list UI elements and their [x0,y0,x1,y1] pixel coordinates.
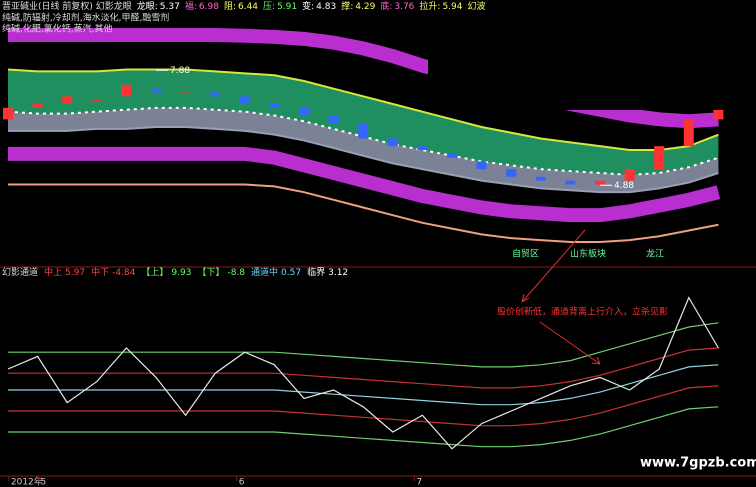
candle-body [32,104,43,108]
candle-body [595,180,605,185]
candle-body [683,119,694,147]
header-title: 晋亚碱业(日线 前复权) 幻影龙眼 [2,0,132,12]
stat-label: 福: [185,0,197,12]
block-label: 龙江 [646,248,664,260]
candle-body [506,169,517,177]
stat-value: 5.37 [160,2,180,12]
arrow [539,321,601,365]
candle-body [3,107,13,120]
band-line [8,126,719,194]
indicator-line [7,296,719,450]
candle-body [624,169,635,181]
concept-line: 纯碱,化肥,氯化钙,蒸汽,其他 [2,23,112,35]
indicator-line [8,364,719,406]
candle-body [447,153,457,158]
band-line [8,146,721,223]
stat-value: 5.97 [65,268,85,278]
price-label: 4.88 [614,181,634,191]
indicator-line [8,406,719,448]
candle-body [565,180,576,185]
candle-body [417,146,428,150]
arrow [521,229,586,303]
x-tick-label: 6 [239,478,245,487]
header-line: 晋亚碱业(日线 前复权) 幻影龙眼 龙眼: 5.37 福: 6.98 阻: 6.44 压: 5.… [2,0,486,12]
stat-value: 3.12 [328,268,348,278]
candle-body [387,138,398,147]
x-tick-label: 5 [40,478,46,487]
candle-body [654,146,665,170]
watermark: www.7gpzb.com [640,456,756,471]
candle-body [210,92,221,97]
stat-label: 通道中 [251,266,278,278]
stat-value: 5.94 [442,2,462,12]
overlay-box [428,0,756,110]
panel-header: 幻影通道 中上 5.97 中下 -4.84 【上】 9.93 【下】 -8.8 通道中 0.57 临界… [2,266,348,278]
stat-value: 9.93 [171,268,191,278]
candle-body [239,96,250,104]
x-tick-label: 7 [416,478,422,487]
stat-label: 中下 [91,266,109,278]
stat-label: 临界 [307,266,325,278]
candle-body [476,161,487,170]
stat-value: 4.83 [316,2,336,12]
stat-label: 底: [380,0,392,12]
indicator-line [8,347,719,389]
stat-label: 【下】 [197,267,224,278]
x-tick-label: 2012年 [11,476,43,487]
stat-value: 4.29 [355,2,375,12]
candle-body [358,123,369,139]
candle-body [180,92,191,94]
block-label: 自贸区 [512,248,539,260]
stat-value: -8.8 [227,268,245,278]
stat-value: 0.57 [281,268,301,278]
candle-body [91,100,102,102]
band-fill [8,107,719,193]
annotation: 股价创新低，通道背离上行介入，立杀见影 [497,306,668,318]
indicator-line [8,385,719,427]
candle-body [269,104,280,108]
stat-label: 【上】 [141,267,168,278]
stat-value: 3.76 [394,2,414,12]
candle-body [535,176,546,181]
band-fill [8,69,719,175]
header-tail: 幻波 [468,0,486,12]
candle-body [151,88,161,93]
price-label: 7.88 [170,66,190,76]
candle-body [121,84,132,97]
stat-label: 龙眼: [137,0,158,12]
stat-label: 中上 [44,266,62,278]
candle-body [62,96,73,104]
block-label: 山东板块 [570,248,606,260]
indicator-line [8,322,719,368]
stat-label: 撑: [341,0,353,12]
stat-value: -4.84 [112,268,136,278]
concept-line: 纯碱,防辐射,冷却剂,海水淡化,甲醛,融雪剂 [2,12,169,24]
candle-body [328,115,339,124]
stat-label: 阻: [224,1,236,12]
stat-value: 6.98 [199,2,219,12]
stat-label: 变: [302,0,314,12]
stat-label: 压: [263,1,275,12]
band-line [7,68,719,151]
stat-value: 5.91 [277,2,297,12]
stat-value: 6.44 [238,2,258,12]
stat-label: 拉升: [419,0,440,12]
panel-title: 幻影通道 [2,266,38,278]
band-line [8,183,719,243]
candle-body [299,107,309,116]
